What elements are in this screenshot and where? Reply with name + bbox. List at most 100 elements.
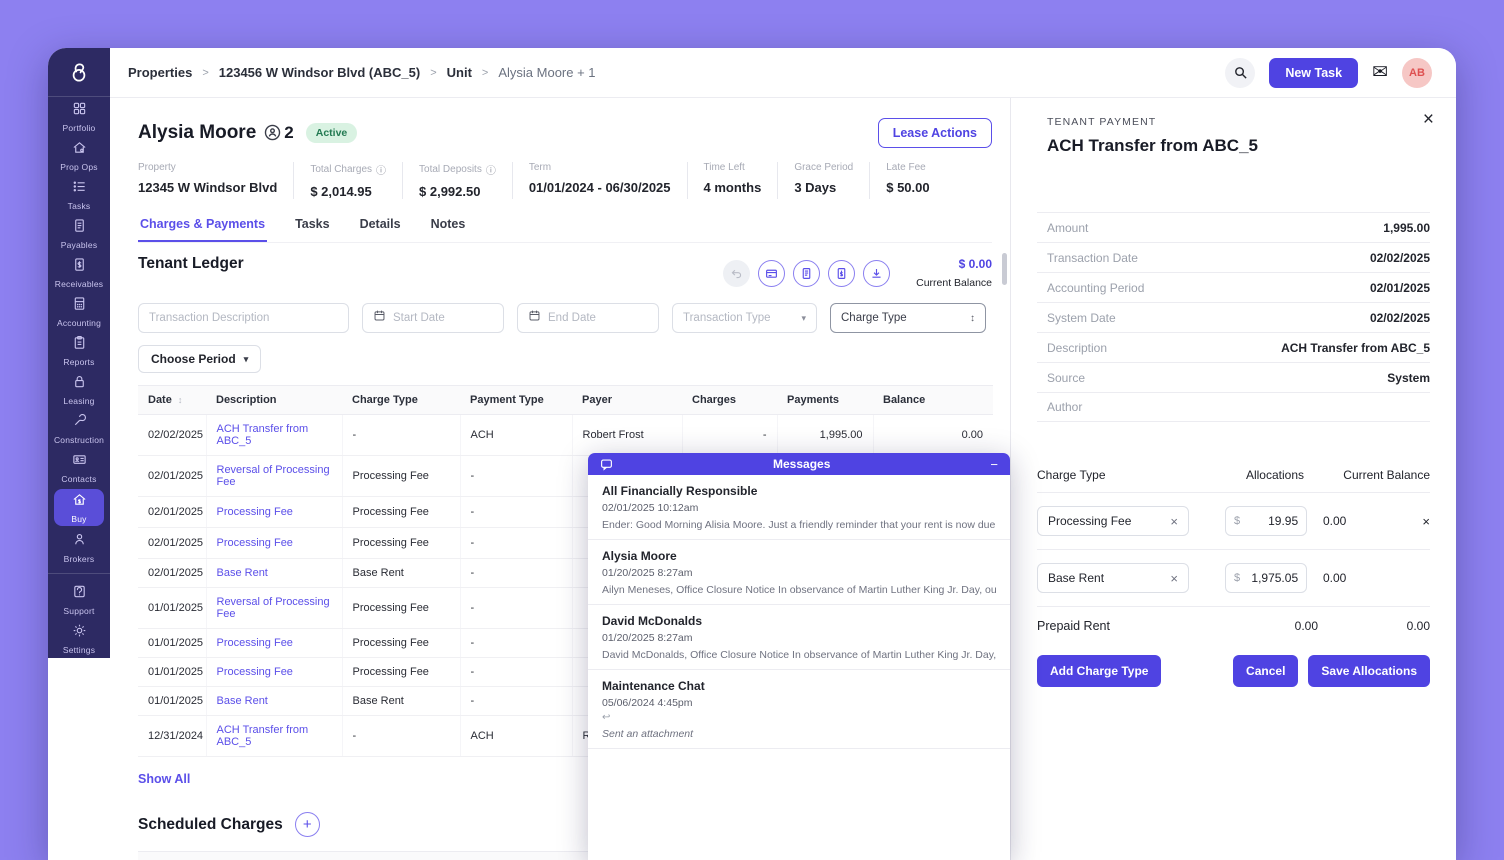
charge-type-chip[interactable]: Base Rent × — [1037, 563, 1189, 593]
app-logo[interactable] — [48, 48, 110, 97]
allocation-amount-input[interactable] — [1240, 571, 1299, 585]
main-scrollbar[interactable] — [1002, 253, 1007, 285]
allocation-amount-input[interactable] — [1240, 514, 1299, 528]
transaction-link[interactable]: Base Rent — [206, 558, 343, 588]
stat-time-left: Time Left 4 months — [686, 162, 778, 199]
breadcrumb-unit[interactable]: Unit — [446, 65, 472, 80]
transaction-type-select[interactable]: Transaction Type ▾ — [672, 303, 817, 333]
cancel-button[interactable]: Cancel — [1233, 655, 1299, 687]
sidebar-item-settings[interactable]: Settings — [48, 619, 110, 658]
sidebar-item-support[interactable]: Support — [48, 580, 110, 619]
sidebar-item-brokers[interactable]: Brokers — [48, 528, 110, 567]
remove-allocation-icon[interactable]: × — [1422, 513, 1430, 529]
start-date-input[interactable] — [393, 312, 493, 324]
calendar-icon — [373, 309, 386, 327]
transaction-link[interactable]: Processing Fee — [206, 527, 343, 559]
sidebar-item-reports[interactable]: Reports — [48, 331, 110, 370]
breadcrumb-properties[interactable]: Properties — [128, 65, 193, 80]
invoice-dollar-icon — [72, 257, 87, 277]
allocation-amount-field[interactable]: $ — [1225, 506, 1307, 536]
transaction-link[interactable]: ACH Transfer from ABC_5 — [206, 414, 343, 456]
tab-charges-payments[interactable]: Charges & Payments — [138, 217, 268, 242]
message-item[interactable]: Alysia Moore 01/20/2025 8:27am Ailyn Men… — [588, 540, 1010, 605]
stat-property: Property 12345 W Windsor Blvd — [138, 162, 278, 195]
start-date-filter[interactable] — [362, 303, 504, 333]
sidebar-item-buy[interactable]: Buy — [54, 489, 104, 526]
show-all-link[interactable]: Show All — [138, 772, 191, 786]
info-icon[interactable]: ⓘ — [485, 166, 496, 177]
search-button[interactable] — [1225, 57, 1256, 88]
new-task-button[interactable]: New Task — [1269, 57, 1359, 88]
task-list-icon — [72, 179, 87, 199]
sidebar-item-portfolio[interactable]: Portfolio — [48, 97, 110, 136]
statement-button[interactable] — [793, 259, 820, 287]
col-payment-type: Payment Type — [460, 385, 572, 415]
spinner-arrows-icon: ↕ — [970, 312, 975, 324]
transaction-description-input[interactable] — [149, 312, 338, 324]
transaction-link[interactable]: Processing Fee — [206, 657, 343, 687]
transaction-link[interactable]: Base Rent — [206, 686, 343, 716]
payment-card-button[interactable] — [758, 259, 785, 287]
sidebar-item-receivables[interactable]: Receivables — [48, 253, 110, 292]
sidebar-item-contacts[interactable]: Contacts — [48, 448, 110, 487]
ledger-row[interactable]: 02/02/2025 ACH Transfer from ABC_5 - ACH… — [138, 414, 993, 456]
transaction-link[interactable]: ACH Transfer from ABC_5 — [206, 715, 343, 757]
col-date[interactable]: Date ↕ — [138, 385, 206, 415]
sidebar-item-accounting[interactable]: Accounting — [48, 292, 110, 331]
sidebar-item-payables[interactable]: Payables — [48, 214, 110, 253]
gear-icon — [72, 623, 87, 643]
stat-total-deposits: Total Deposits ⓘ $ 2,992.50 — [402, 162, 512, 199]
detail-system-date: System Date 02/02/2025 — [1037, 302, 1430, 332]
transaction-link[interactable]: Reversal of Processing Fee — [206, 587, 343, 629]
download-button[interactable] — [863, 259, 890, 287]
transaction-link[interactable]: Processing Fee — [206, 496, 343, 528]
alloc-col-charge-type: Charge Type — [1037, 468, 1106, 482]
mail-icon[interactable]: ✉ — [1372, 62, 1388, 83]
sort-icon: ↕ — [177, 395, 183, 405]
sidebar-item-leasing[interactable]: Leasing — [48, 370, 110, 409]
detail-author: Author — [1037, 392, 1430, 422]
sidebar-item-tasks[interactable]: Tasks — [48, 175, 110, 214]
calculator-icon — [72, 296, 87, 316]
clear-icon[interactable]: × — [1170, 513, 1178, 529]
end-date-filter[interactable] — [517, 303, 659, 333]
charge-type-select[interactable]: Charge Type ↕ — [830, 303, 986, 333]
topbar: Properties > 123456 W Windsor Blvd (ABC_… — [110, 48, 1456, 98]
message-item[interactable]: Maintenance Chat 05/06/2024 4:45pm ↩ Sen… — [588, 670, 1010, 749]
lease-actions-button[interactable]: Lease Actions — [877, 118, 992, 148]
sidebar-item-prop-ops[interactable]: Prop Ops — [48, 136, 110, 175]
add-charge-type-button[interactable]: Add Charge Type — [1037, 655, 1162, 687]
tab-notes[interactable]: Notes — [430, 217, 466, 231]
avatar[interactable]: AB — [1402, 57, 1432, 88]
tab-details[interactable]: Details — [359, 217, 401, 231]
sidebar-item-label: Accounting — [56, 317, 102, 328]
transaction-description-filter[interactable] — [138, 303, 349, 333]
tab-tasks[interactable]: Tasks — [295, 217, 330, 231]
occupants-icon — [264, 124, 281, 143]
end-date-input[interactable] — [548, 312, 648, 324]
clear-icon[interactable]: × — [1170, 570, 1178, 586]
col-next-charge: Next Charge — [458, 851, 573, 860]
transaction-link[interactable]: Reversal of Processing Fee — [206, 455, 343, 497]
detail-amount: Amount 1,995.00 — [1037, 212, 1430, 242]
stat-term: Term 01/01/2024 - 06/30/2025 — [511, 162, 687, 199]
transaction-link[interactable]: Processing Fee — [206, 628, 343, 658]
message-item[interactable]: All Financially Responsible 02/01/2025 1… — [588, 475, 1010, 540]
messages-header[interactable]: Messages − — [588, 453, 1010, 475]
save-allocations-button[interactable]: Save Allocations — [1308, 655, 1430, 687]
add-scheduled-charge-button[interactable]: + — [294, 812, 320, 837]
person-icon — [72, 532, 87, 552]
allocation-amount-field[interactable]: $ — [1225, 563, 1307, 593]
sidebar-item-construction[interactable]: Construction — [48, 409, 110, 448]
minimize-icon[interactable]: − — [990, 456, 998, 472]
choose-period-button[interactable]: Choose Period ▾ — [138, 345, 262, 373]
info-icon[interactable]: ⓘ — [376, 166, 387, 177]
charge-type-chip[interactable]: Processing Fee × — [1037, 506, 1189, 536]
message-item[interactable]: David McDonalds 01/20/2025 8:27am David … — [588, 605, 1010, 670]
undo-button[interactable] — [723, 259, 750, 287]
close-icon[interactable]: × — [1422, 109, 1434, 130]
breadcrumb-property-address[interactable]: 123456 W Windsor Blvd (ABC_5) — [218, 65, 421, 80]
col-payments: Payments — [777, 385, 873, 415]
alloc-col-allocations: Allocations — [1245, 468, 1304, 482]
invoice-button[interactable] — [828, 259, 855, 287]
